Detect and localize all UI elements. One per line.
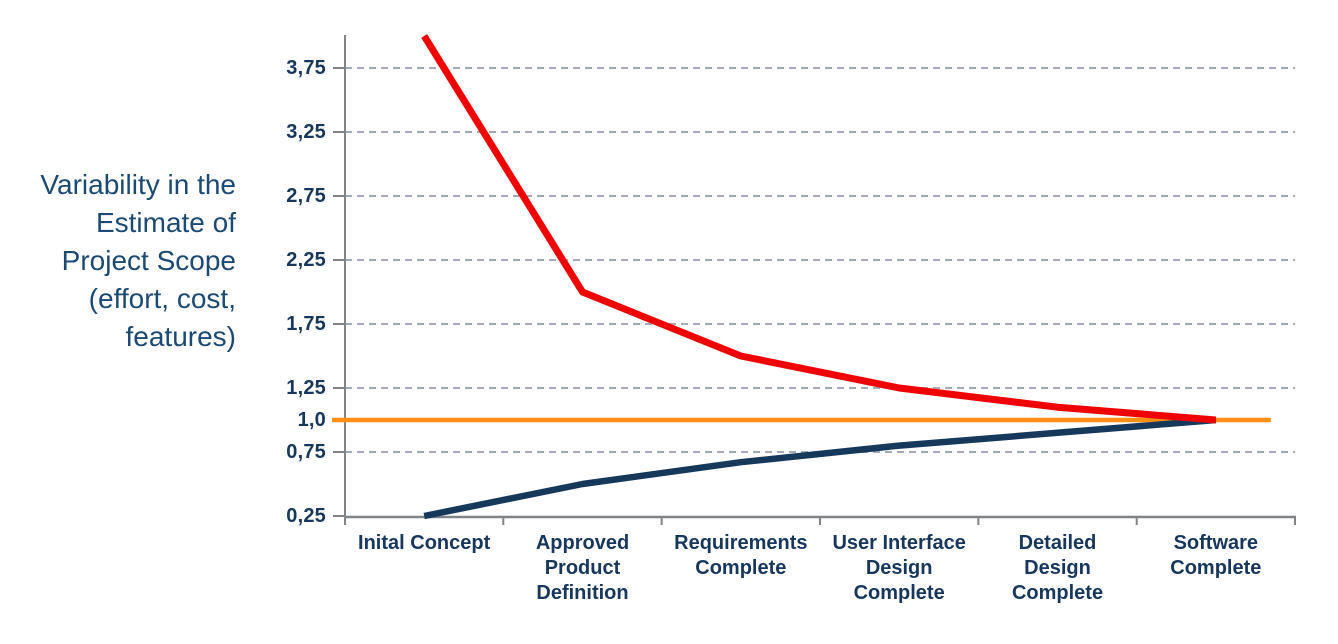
y-tick-label: 3,25 (286, 121, 326, 143)
y-axis-title-line: Estimate of (95, 207, 236, 238)
x-category-label-line: Inital Concept (358, 532, 491, 554)
x-category-label-line: Design (1024, 557, 1091, 579)
y-tick-label: 1,0 (297, 409, 326, 431)
x-category-label-line: Software (1173, 532, 1259, 554)
y-tick-label: 1,25 (286, 377, 326, 399)
y-tick-label: 3,75 (286, 57, 326, 79)
y-tick-label: 1,75 (286, 313, 326, 335)
x-category-label-line: Complete (853, 582, 945, 604)
series-low-estimate-line (423, 416, 1217, 520)
x-category-label-line: Complete (1170, 557, 1262, 579)
x-category-label-line: Complete (695, 557, 787, 579)
x-category-label-line: Definition (536, 582, 629, 604)
y-axis-title-line: features) (125, 321, 237, 352)
y-tick-label: 0,25 (286, 505, 326, 527)
y-tick-label: 2,25 (286, 249, 326, 271)
y-axis-title-line: (effort, cost, (88, 283, 236, 314)
x-category-label-line: Complete (1011, 582, 1104, 604)
series-high-estimate-line (421, 34, 1217, 424)
x-category-label-line: Design (865, 557, 933, 579)
y-axis-title-line: Project Scope (61, 245, 236, 276)
y-tick-label: 0,75 (286, 441, 326, 463)
x-category-label: Detailed Design Complete (972, 531, 1144, 606)
y-axis-title-line: Variability in the (40, 169, 236, 200)
y-tick-label: 2,75 (286, 185, 326, 207)
x-category-label: Software Complete (1130, 531, 1302, 581)
x-category-label: Approved Product Definition (497, 531, 669, 606)
x-category-label-line: Approved (535, 532, 630, 554)
x-category-label-line: Product (544, 557, 621, 579)
x-category-label-line: User Interface (832, 532, 966, 554)
x-category-label-line: Requirements (674, 532, 808, 554)
y-axis-title: Variability in the Estimate of Project S… (0, 166, 236, 356)
x-category-label-line: Detailed (1018, 532, 1097, 554)
x-category-label: User Interface Design Complete (813, 531, 985, 606)
x-category-label: Requirements Complete (655, 531, 827, 581)
x-category-label: Inital Concept (338, 531, 510, 556)
